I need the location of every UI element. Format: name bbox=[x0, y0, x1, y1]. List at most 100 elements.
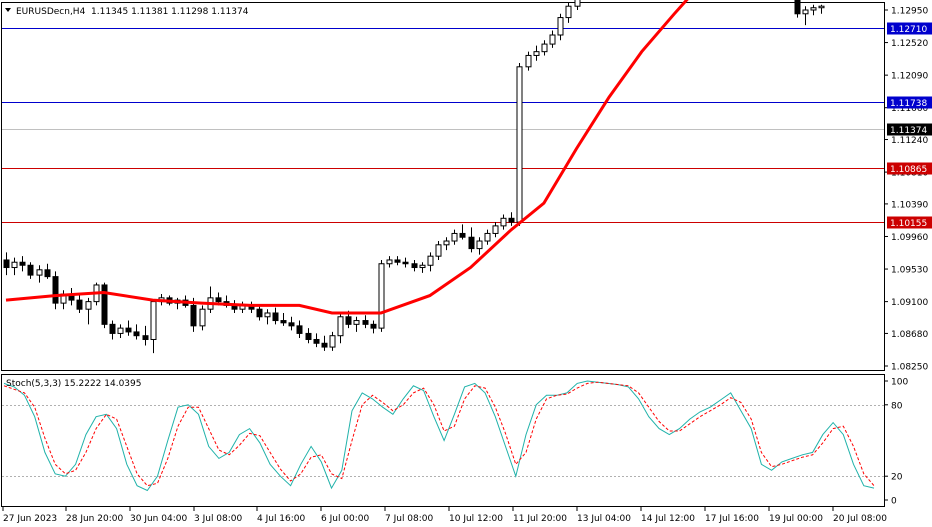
candle[interactable] bbox=[133, 324, 140, 340]
candle-body bbox=[272, 312, 279, 322]
candle-body bbox=[549, 34, 556, 45]
candle-body bbox=[44, 269, 51, 278]
candle[interactable] bbox=[402, 257, 409, 268]
price-axis[interactable]: 1.12950 1.12520 1.12090 1.11660 1.11240 1.108… bbox=[884, 7, 928, 373]
price-tick-label: 1.09100 bbox=[891, 298, 928, 308]
candle[interactable] bbox=[199, 305, 206, 331]
candle-body bbox=[370, 323, 377, 329]
candle[interactable] bbox=[264, 309, 271, 325]
candle[interactable] bbox=[810, 4, 817, 16]
candle[interactable] bbox=[125, 320, 132, 336]
stochastic-tick-label: 0 bbox=[891, 497, 897, 507]
candle-body bbox=[288, 322, 295, 327]
candle-body bbox=[402, 261, 409, 265]
candle[interactable] bbox=[435, 241, 442, 260]
candle[interactable] bbox=[451, 229, 458, 245]
candle[interactable] bbox=[794, 0, 801, 18]
candle-body bbox=[411, 263, 418, 269]
candle[interactable] bbox=[492, 222, 499, 238]
candle[interactable] bbox=[27, 262, 34, 279]
candle-body bbox=[36, 269, 43, 276]
candle-body bbox=[76, 299, 83, 310]
level-lines[interactable] bbox=[2, 28, 884, 223]
candle[interactable] bbox=[565, 2, 572, 23]
candle-body bbox=[27, 264, 34, 276]
candle[interactable] bbox=[378, 259, 385, 332]
candle[interactable] bbox=[557, 13, 564, 41]
candle-body bbox=[150, 301, 157, 340]
candle[interactable] bbox=[85, 297, 92, 325]
candle[interactable] bbox=[36, 265, 43, 283]
candle[interactable] bbox=[427, 252, 434, 272]
candle[interactable] bbox=[19, 256, 26, 272]
candle[interactable] bbox=[256, 305, 263, 321]
candle[interactable] bbox=[44, 263, 51, 279]
candle-body bbox=[321, 342, 328, 348]
candle[interactable] bbox=[459, 224, 466, 240]
time-tick-label: 13 Jul 04:00 bbox=[577, 514, 631, 524]
candle-body bbox=[296, 325, 303, 334]
candle[interactable] bbox=[3, 252, 10, 276]
candle[interactable] bbox=[525, 51, 532, 71]
candlesticks[interactable] bbox=[3, 0, 825, 354]
candle-body bbox=[525, 54, 532, 68]
candle[interactable] bbox=[313, 333, 320, 348]
candle[interactable] bbox=[109, 320, 116, 340]
candle[interactable] bbox=[419, 262, 426, 273]
candle[interactable] bbox=[508, 212, 515, 226]
candle[interactable] bbox=[362, 315, 369, 329]
candle-body bbox=[280, 320, 287, 324]
level-tag-value: 1.12710 bbox=[890, 25, 927, 35]
candle[interactable] bbox=[574, 0, 581, 10]
time-axis[interactable]: 27 Jun 2023 28 Jun 20:00 30 Jun 04:00 3 Jul… bbox=[2, 507, 887, 524]
candle[interactable] bbox=[516, 63, 523, 226]
candle[interactable] bbox=[484, 229, 491, 245]
candle[interactable] bbox=[443, 237, 450, 251]
candle-body bbox=[345, 316, 352, 325]
candle[interactable] bbox=[541, 40, 548, 56]
candle[interactable] bbox=[272, 307, 279, 325]
candle[interactable] bbox=[280, 312, 287, 326]
candle[interactable] bbox=[802, 6, 809, 26]
candle[interactable] bbox=[76, 295, 83, 313]
stochastic-panel[interactable] bbox=[1, 374, 885, 507]
stochastic-tick-label: 100 bbox=[891, 378, 908, 388]
candle[interactable] bbox=[117, 324, 124, 338]
candle[interactable] bbox=[386, 256, 393, 268]
candle[interactable] bbox=[296, 320, 303, 338]
candle-body bbox=[3, 259, 10, 269]
price-tick-label: 1.11240 bbox=[891, 136, 928, 146]
candle-body bbox=[541, 43, 548, 53]
candle[interactable] bbox=[11, 257, 18, 276]
candle[interactable] bbox=[353, 316, 360, 332]
candle[interactable] bbox=[533, 45, 540, 61]
candle-body bbox=[818, 5, 825, 9]
candle-body bbox=[305, 332, 312, 340]
candle[interactable] bbox=[52, 271, 59, 310]
candle-body bbox=[794, 0, 801, 15]
candle-body bbox=[427, 255, 434, 266]
candle[interactable] bbox=[500, 214, 507, 230]
candle[interactable] bbox=[818, 4, 825, 14]
price-panel[interactable] bbox=[1, 2, 885, 371]
level-tag-bg bbox=[887, 22, 932, 35]
candle[interactable] bbox=[370, 320, 377, 334]
price-tick-label: 1.10390 bbox=[891, 200, 928, 210]
candle[interactable] bbox=[288, 316, 295, 331]
collapse-triangle-icon[interactable] bbox=[5, 8, 11, 12]
candle[interactable] bbox=[305, 328, 312, 344]
candle[interactable] bbox=[329, 331, 336, 351]
candle[interactable] bbox=[411, 259, 418, 272]
candle-body bbox=[533, 51, 540, 56]
candle[interactable] bbox=[101, 282, 108, 329]
candle[interactable] bbox=[321, 335, 328, 351]
candle[interactable] bbox=[394, 256, 401, 266]
candle[interactable] bbox=[476, 237, 483, 255]
candle[interactable] bbox=[337, 312, 344, 344]
price-tick-label: 1.09530 bbox=[891, 266, 928, 276]
candle-body bbox=[117, 327, 124, 334]
candle[interactable] bbox=[549, 30, 556, 48]
candle[interactable] bbox=[142, 325, 149, 346]
candle[interactable] bbox=[468, 227, 475, 253]
